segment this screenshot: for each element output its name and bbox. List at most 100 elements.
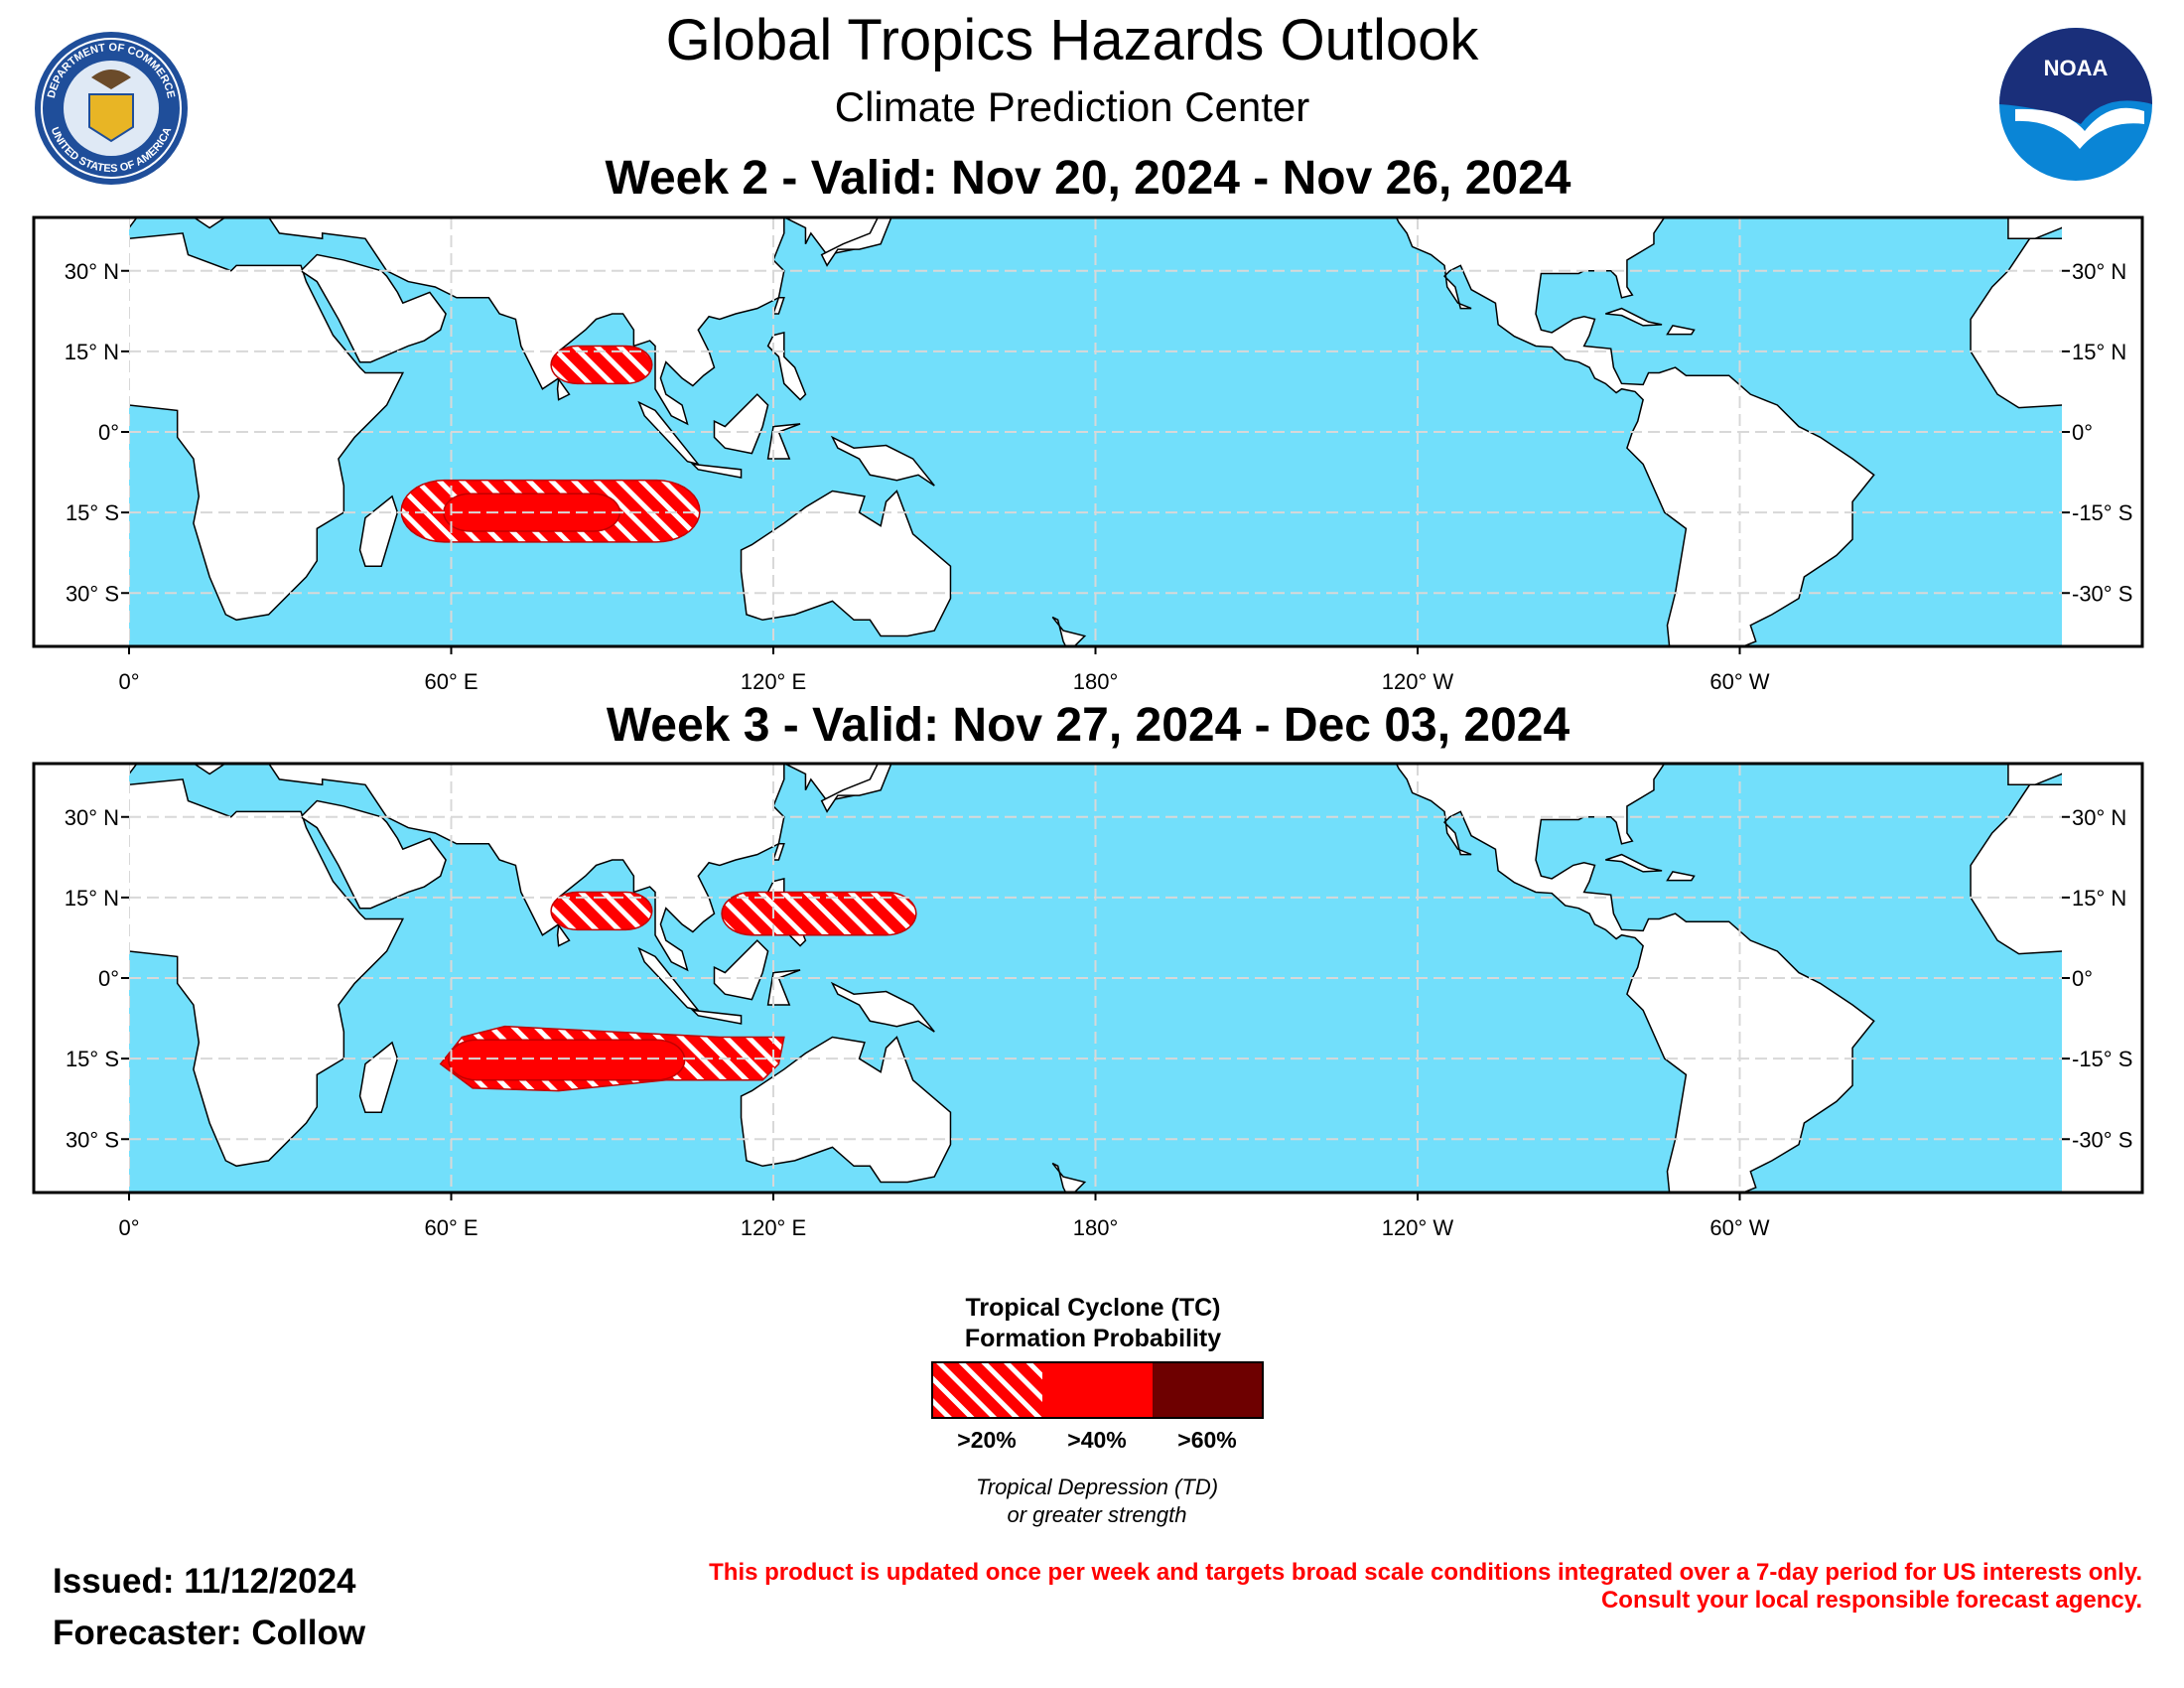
legend-swatch-dark	[1153, 1362, 1263, 1418]
panel-title: Week 2 - Valid: Nov 20, 2024 - Nov 26, 2…	[606, 152, 1571, 205]
lat-label: 15° N	[2072, 886, 2126, 911]
lat-label: 0°	[98, 966, 119, 991]
land	[771, 297, 785, 315]
lon-label: 60° E	[424, 669, 478, 694]
noaa-logo: NOAA	[1999, 28, 2152, 181]
land	[830, 981, 935, 1033]
map-layer	[129, 217, 2062, 646]
doc-eagle	[91, 70, 131, 89]
legend-border	[931, 1361, 1264, 1419]
lon-label: 0°	[118, 1215, 139, 1240]
lat-label: 30° N	[65, 259, 119, 284]
lat-label: 15° S	[66, 500, 119, 525]
land	[820, 764, 892, 813]
land	[299, 253, 447, 363]
lon-label: 120° W	[1382, 669, 1454, 694]
land	[358, 1041, 399, 1113]
land	[299, 799, 447, 910]
hazard-area	[721, 891, 917, 936]
legend: Tropical Cyclone (TC) Formation Probabil…	[931, 1294, 1264, 1527]
legend-note: or greater strength	[1008, 1502, 1187, 1527]
panel-frame	[32, 762, 2144, 1195]
disclaimer: This product is updated once per week an…	[709, 1559, 2142, 1586]
lat-label: 30° N	[65, 805, 119, 830]
legend-title: Tropical Cyclone (TC)	[966, 1294, 1221, 1322]
land	[358, 494, 399, 567]
lat-label: 0°	[2072, 966, 2093, 991]
land	[713, 393, 769, 455]
land	[2007, 217, 2062, 240]
lat-label: 15° S	[66, 1047, 119, 1071]
land	[1051, 616, 1087, 646]
land	[1605, 307, 1663, 327]
noaa-top	[1999, 28, 2152, 124]
lat-label: 0°	[2072, 420, 2093, 445]
title: Global Tropics Hazards Outlook	[666, 8, 1480, 72]
land	[129, 778, 405, 1168]
lon-label: 180°	[1073, 669, 1119, 694]
lon-label: 60° E	[424, 1215, 478, 1240]
legend-label: >20%	[957, 1427, 1016, 1453]
doc-logo: DEPARTMENT OF COMMERCE UNITED STATES OF …	[35, 32, 188, 185]
land	[129, 217, 892, 426]
land	[740, 1036, 952, 1184]
hazard-area	[550, 891, 653, 931]
legend-title: Formation Probability	[965, 1325, 1221, 1352]
lon-label: 180°	[1073, 1215, 1119, 1240]
land	[1970, 237, 2062, 409]
doc-ring-line	[41, 38, 182, 179]
doc-shield	[88, 93, 134, 143]
noaa-gull	[2015, 107, 2144, 149]
land	[1666, 325, 1696, 336]
hazard-area	[448, 1039, 686, 1081]
land	[556, 922, 571, 947]
land	[771, 843, 785, 861]
land	[740, 490, 952, 637]
legend-swatch-red	[1042, 1362, 1153, 1418]
land	[1051, 1162, 1087, 1193]
lon-label: 120° W	[1382, 1215, 1454, 1240]
legend-label: >40%	[1067, 1427, 1126, 1453]
legend-label: >60%	[1177, 1427, 1236, 1453]
lat-label: -30° S	[2072, 1127, 2132, 1152]
lat-label: 15° N	[2072, 340, 2126, 364]
panel-frame	[32, 215, 2144, 648]
lon-label: 120° E	[741, 669, 806, 694]
lat-label: -15° S	[2072, 1047, 2132, 1071]
lat-label: 30° S	[66, 1127, 119, 1152]
lat-label: -30° S	[2072, 581, 2132, 606]
land	[637, 400, 701, 466]
noaa-text: NOAA	[2044, 56, 2109, 80]
land	[690, 463, 743, 479]
land	[830, 435, 935, 487]
lon-label: 120° E	[741, 1215, 806, 1240]
subtitle: Climate Prediction Center	[835, 83, 1310, 130]
panels: Week 2 - Valid: Nov 20, 2024 - Nov 26, 2…	[32, 152, 2144, 1240]
issued: Issued: 11/12/2024	[53, 1562, 356, 1601]
lat-label: 30° N	[2072, 259, 2126, 284]
lat-label: 15° N	[65, 340, 119, 364]
map-layer	[129, 764, 2062, 1193]
disclaimer: Consult your local responsible forecast …	[1601, 1587, 2142, 1614]
legend-note: Tropical Depression (TD)	[976, 1475, 1218, 1499]
forecaster: Forecaster: Collow	[53, 1614, 366, 1652]
land	[2007, 764, 2062, 786]
lat-label: 15° N	[65, 886, 119, 911]
lat-label: 0°	[98, 420, 119, 445]
legend-swatch-hatched	[932, 1362, 1042, 1418]
lat-label: 30° N	[2072, 805, 2126, 830]
land	[713, 939, 769, 1001]
land	[820, 217, 892, 267]
land	[1970, 783, 2062, 955]
land	[690, 1009, 743, 1025]
land	[1605, 853, 1663, 873]
land	[129, 232, 405, 622]
lat-label: -15° S	[2072, 500, 2132, 525]
lon-label: 60° W	[1709, 669, 1769, 694]
map-panel: Week 3 - Valid: Nov 27, 2024 - Dec 03, 2…	[32, 699, 2144, 1240]
panel-title: Week 3 - Valid: Nov 27, 2024 - Dec 03, 2…	[607, 699, 1570, 752]
lon-label: 60° W	[1709, 1215, 1769, 1240]
land	[556, 376, 571, 401]
hazard-area	[550, 345, 653, 385]
